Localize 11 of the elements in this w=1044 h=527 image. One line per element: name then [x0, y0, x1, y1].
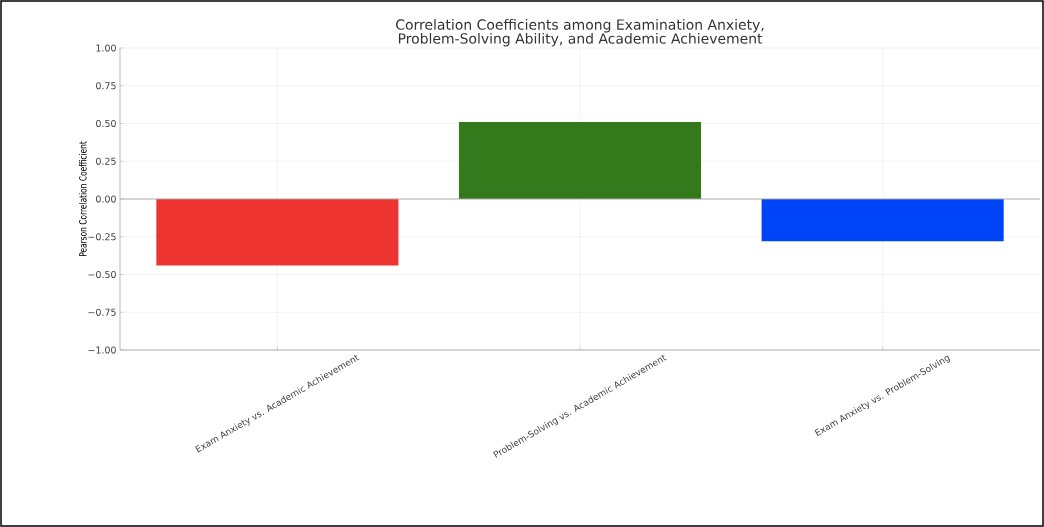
y-tick-label: 0.00 [96, 195, 116, 203]
y-tick-label: 0.50 [96, 119, 116, 128]
y-axis-title: Pearson Correlation Coefficient [78, 141, 87, 257]
chart-title: Correlation Coefficients among Examination Anxiety, Problem-Solving Ability, and Academic Achievement [396, 19, 764, 47]
y-tick-label: 0.25 [96, 157, 116, 165]
y-tick-label: −0.50 [88, 270, 116, 279]
y-tick-label: −0.25 [88, 233, 116, 241]
y-tick-label: −1.00 [88, 346, 116, 354]
y-tick-label: 0.75 [96, 82, 116, 90]
y-tick-label: −0.75 [88, 308, 116, 316]
y-tick-label: 1.00 [96, 44, 116, 52]
